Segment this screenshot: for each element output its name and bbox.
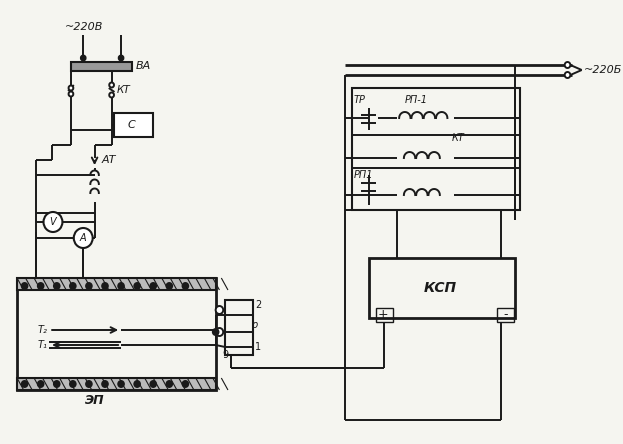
Circle shape [38, 283, 44, 289]
Circle shape [150, 381, 156, 387]
Text: АТ: АТ [101, 155, 116, 165]
Bar [71, 62, 133, 71]
Text: ~220Б: ~220Б [584, 65, 622, 75]
Circle shape [166, 283, 172, 289]
Circle shape [109, 83, 114, 87]
Circle shape [216, 328, 223, 336]
Text: С: С [128, 120, 135, 130]
Bar [369, 258, 515, 318]
Circle shape [183, 283, 188, 289]
Bar [225, 300, 254, 355]
Text: А: А [80, 233, 87, 243]
Bar [17, 278, 216, 290]
Text: -: - [504, 309, 508, 321]
Text: 1: 1 [255, 342, 262, 352]
Text: КСП: КСП [423, 281, 457, 295]
Text: 2: 2 [255, 300, 262, 310]
Circle shape [54, 283, 60, 289]
Text: T₂: T₂ [37, 325, 47, 335]
Text: КТ: КТ [452, 133, 465, 143]
Circle shape [81, 56, 85, 60]
Text: T₁: T₁ [37, 340, 47, 350]
Bar [376, 308, 392, 322]
Circle shape [213, 329, 219, 335]
Circle shape [38, 381, 44, 387]
Circle shape [564, 72, 571, 78]
Circle shape [118, 283, 124, 289]
Circle shape [22, 381, 27, 387]
Circle shape [118, 381, 124, 387]
Circle shape [70, 381, 75, 387]
Circle shape [564, 62, 571, 68]
Bar [352, 88, 520, 210]
Text: ТР: ТР [354, 95, 366, 105]
Circle shape [109, 92, 114, 98]
Circle shape [135, 381, 140, 387]
Text: 9: 9 [222, 350, 229, 360]
Circle shape [54, 381, 60, 387]
Circle shape [22, 283, 27, 289]
Circle shape [183, 381, 188, 387]
Circle shape [86, 381, 92, 387]
Circle shape [74, 228, 93, 248]
Text: РП1: РП1 [354, 170, 373, 180]
Text: РП-1: РП-1 [405, 95, 428, 105]
Circle shape [44, 212, 62, 232]
Circle shape [69, 86, 74, 91]
Circle shape [70, 283, 75, 289]
Circle shape [119, 56, 123, 60]
Circle shape [102, 381, 108, 387]
Bar [497, 308, 513, 322]
Text: +: + [378, 309, 388, 321]
Circle shape [166, 381, 172, 387]
Circle shape [69, 91, 74, 96]
Bar [113, 113, 153, 137]
Circle shape [102, 283, 108, 289]
Text: ВА: ВА [135, 61, 151, 71]
Text: КТ: КТ [117, 85, 130, 95]
Bar [17, 278, 216, 390]
Text: р: р [250, 320, 257, 330]
Text: ЭП: ЭП [85, 393, 105, 407]
Bar [17, 378, 216, 390]
Circle shape [86, 283, 92, 289]
Circle shape [150, 283, 156, 289]
Circle shape [135, 283, 140, 289]
Circle shape [216, 306, 223, 314]
Text: V: V [50, 217, 56, 227]
Text: ~220B: ~220B [64, 22, 103, 32]
